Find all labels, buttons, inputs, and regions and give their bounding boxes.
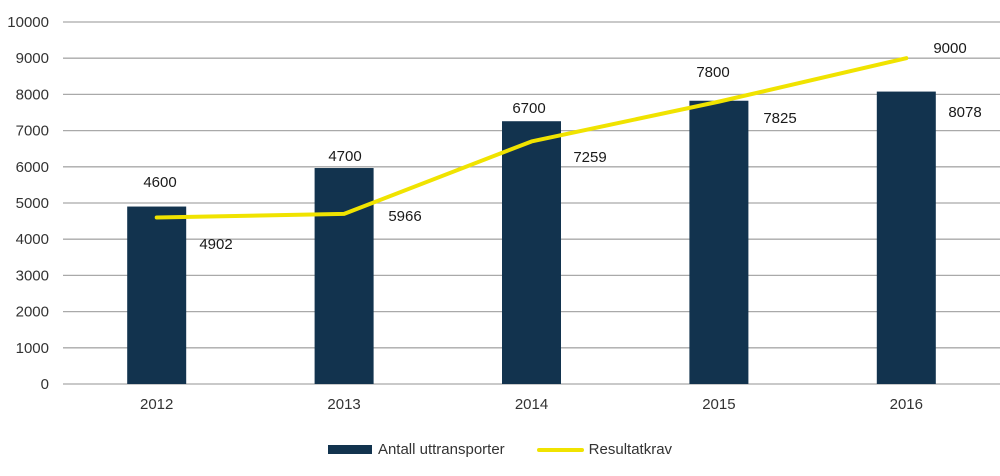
bar-series-swatch bbox=[327, 445, 372, 454]
y-axis-tick-label: 7000 bbox=[16, 123, 49, 140]
line-value-label: 7800 bbox=[696, 64, 729, 81]
y-axis-tick-label: 8000 bbox=[16, 86, 49, 103]
legend-item-resultatkrav: Resultatkrav bbox=[536, 441, 673, 458]
bar-2013 bbox=[314, 168, 374, 384]
chart-canvas: 0 1000 2000 3000 4000 5000 6000 7000 8000 9000 100… bbox=[7, 14, 1000, 413]
bar-2014 bbox=[502, 121, 561, 385]
y-axis-tick-label: 1000 bbox=[16, 340, 49, 357]
y-axis-tick-label: 3000 bbox=[16, 267, 49, 284]
line-value-label: 6700 bbox=[512, 100, 545, 117]
bar-value-label: 7259 bbox=[573, 149, 606, 166]
y-axis-tick-label: 0 bbox=[41, 376, 49, 393]
bar-value-label: 5966 bbox=[388, 208, 421, 225]
legend-label-resultatkrav: Resultatkrav bbox=[588, 441, 673, 458]
line-value-label: 9000 bbox=[933, 40, 966, 57]
line-value-label: 4700 bbox=[328, 148, 361, 165]
legend-label-antall-uttransporter: Antall uttransporter bbox=[377, 441, 505, 458]
line-series-swatch bbox=[536, 447, 584, 452]
bar-2015 bbox=[689, 100, 749, 385]
y-axis-tick-label: 5000 bbox=[16, 195, 49, 212]
y-axis-tick-label: 2000 bbox=[16, 304, 49, 321]
x-axis-tick-label: 2013 bbox=[327, 396, 360, 413]
y-axis-tick-label: 6000 bbox=[16, 159, 49, 176]
x-axis-tick-label: 2015 bbox=[702, 396, 735, 413]
bar-value-label: 4902 bbox=[199, 236, 232, 253]
bar-2012 bbox=[127, 206, 187, 384]
x-axis-tick-label: 2016 bbox=[890, 396, 923, 413]
bar-value-label: 8078 bbox=[948, 104, 981, 121]
y-axis-tick-label: 9000 bbox=[16, 50, 49, 67]
bar-2016 bbox=[876, 91, 936, 384]
legend: Antall uttransporter Resultatkrav bbox=[0, 441, 1000, 458]
x-axis-tick-label: 2012 bbox=[140, 396, 173, 413]
target-line bbox=[154, 56, 909, 220]
y-axis-tick-label: 4000 bbox=[16, 231, 49, 248]
line-value-label: 4600 bbox=[143, 174, 176, 191]
bar-value-label: 7825 bbox=[763, 110, 796, 127]
x-axis-tick-label: 2014 bbox=[515, 396, 548, 413]
legend-item-antall-uttransporter: Antall uttransporter bbox=[327, 441, 505, 458]
y-axis-tick-label: 10000 bbox=[7, 14, 49, 31]
